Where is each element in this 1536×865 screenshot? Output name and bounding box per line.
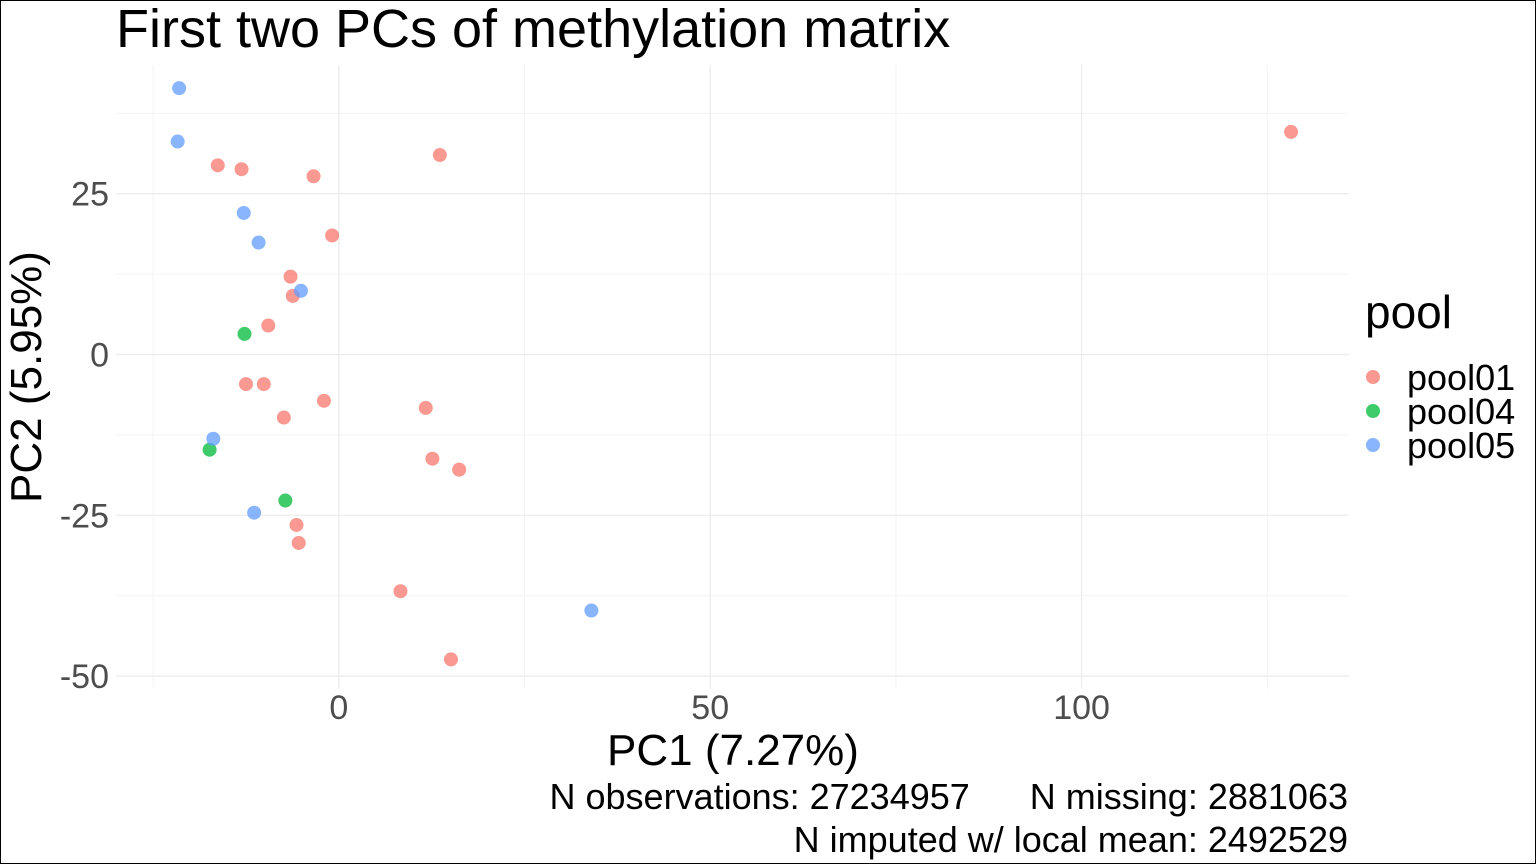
data-point-pool01 [443,652,458,667]
x-axis-title: PC1 (7.27%) [607,726,859,775]
legend-label-pool04: pool04 [1407,391,1515,432]
data-point-pool01 [276,410,291,425]
caption-line-1: N observations: 27234957 N missing: 2881… [550,776,1349,817]
data-point-pool05 [206,431,221,446]
data-point-pool05 [251,235,266,250]
y-tick-label: -25 [60,497,109,535]
y-tick-label: 25 [71,176,109,214]
legend-label-pool01: pool01 [1407,357,1515,398]
legend-key-pool01 [1366,370,1380,384]
data-point-pool01 [306,169,321,184]
data-point-pool05 [247,505,262,520]
data-point-pool05 [584,603,599,618]
data-point-pool01 [234,162,249,177]
data-point-pool01 [210,158,225,173]
y-tick-label: -50 [60,658,109,696]
data-point-pool01 [316,393,331,408]
data-point-pool05 [236,205,251,220]
legend-key-pool04 [1366,404,1380,418]
y-tick-label: 0 [90,336,109,374]
caption-line-2: N imputed w/ local mean: 2492529 [794,819,1348,860]
plot-grid [116,65,1349,689]
data-point-pool01 [283,269,298,284]
data-point-pool01 [289,517,304,532]
data-point-pool01 [261,318,276,333]
data-point-pool05 [172,81,187,96]
y-axis-title: PC2 (5.95%) [2,251,51,503]
legend-key-pool05 [1366,438,1380,452]
legend-label-pool05: pool05 [1407,425,1515,466]
data-point-pool05 [170,134,185,149]
x-tick-label: 50 [691,689,729,727]
x-tick-label: 100 [1053,689,1110,727]
data-point-pool01 [291,535,306,550]
data-point-pool01 [256,377,271,392]
data-point-pool01 [425,451,440,466]
data-point-pool04 [278,493,293,508]
data-point-pool01 [1284,124,1299,139]
data-points [170,81,1299,667]
data-point-pool01 [325,228,340,243]
data-point-pool01 [452,462,467,477]
data-point-pool04 [237,326,252,341]
data-point-pool05 [293,283,308,298]
data-point-pool01 [432,148,447,163]
data-point-pool01 [393,584,408,599]
axis-ticks: 0 50 100 25 0 -25 -50 [60,176,1110,727]
data-point-pool01 [238,377,253,392]
x-tick-label: 0 [329,689,348,727]
legend-title: pool [1365,286,1452,338]
data-point-pool04 [202,442,217,457]
data-point-pool01 [418,400,433,415]
chart-title: First two PCs of methylation matrix [116,1,950,59]
